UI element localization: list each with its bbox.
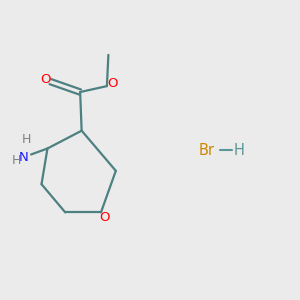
Text: O: O [107, 77, 118, 90]
Text: H: H [12, 154, 21, 167]
Text: O: O [40, 73, 50, 86]
Text: N: N [19, 151, 28, 164]
Text: O: O [99, 211, 110, 224]
Text: H: H [234, 142, 244, 158]
Text: Br: Br [199, 142, 214, 158]
Text: H: H [22, 133, 31, 146]
